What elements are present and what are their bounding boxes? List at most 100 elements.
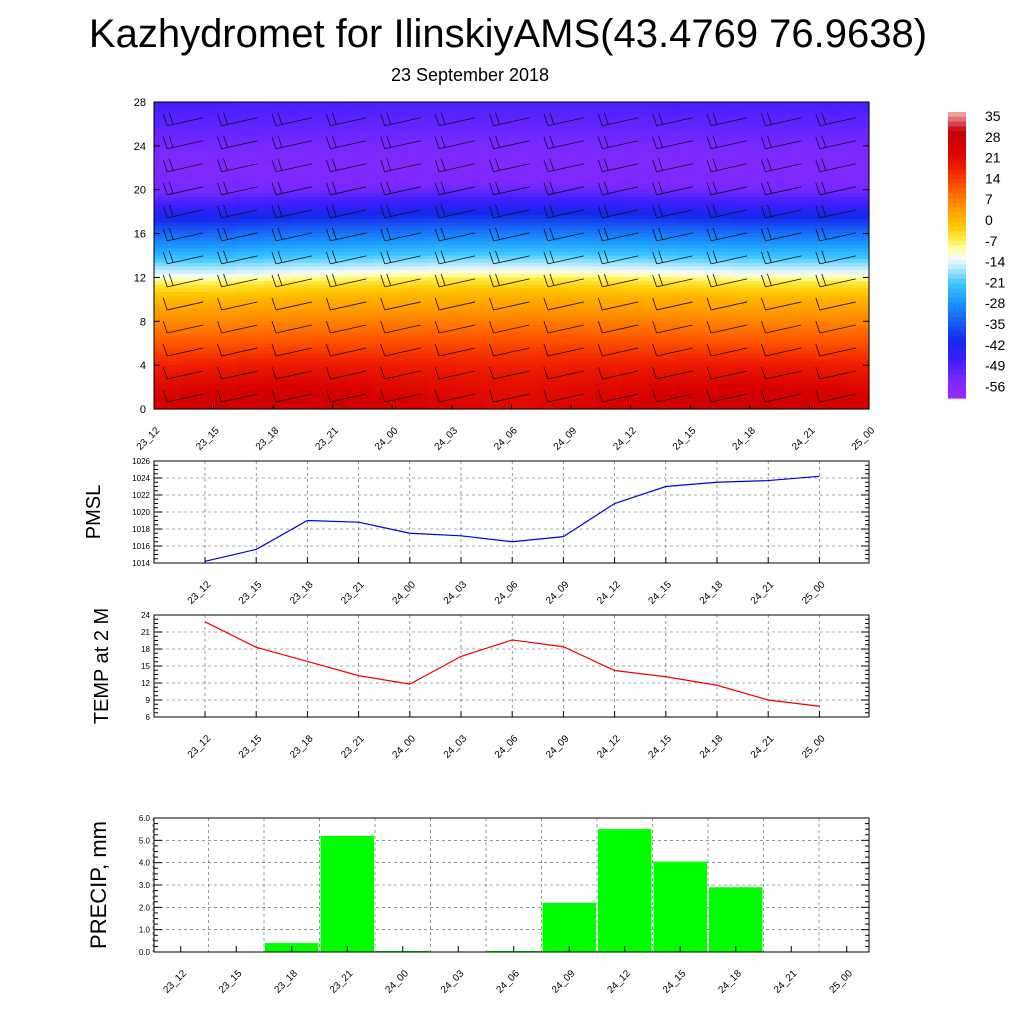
heatmap-cell bbox=[209, 171, 238, 176]
heatmap-cell bbox=[594, 233, 623, 238]
heatmap-cell bbox=[236, 317, 265, 322]
heatmap-cell bbox=[539, 313, 568, 319]
heatmap-cell bbox=[181, 229, 210, 235]
heatmap-cell bbox=[511, 405, 540, 410]
wind-barb-flag bbox=[767, 250, 772, 263]
wind-barb-flag bbox=[162, 366, 168, 380]
wind-barb-flag bbox=[652, 320, 658, 334]
heatmap-cell bbox=[236, 332, 265, 337]
heatmap-cell bbox=[786, 240, 815, 246]
heatmap-cell bbox=[291, 398, 320, 403]
heatmap-cell bbox=[814, 204, 843, 209]
heatmap-cell bbox=[429, 335, 458, 341]
heatmap-cell bbox=[594, 138, 623, 143]
heatmap-cell bbox=[511, 306, 540, 311]
heatmap-cell bbox=[594, 328, 623, 333]
heatmap-cell bbox=[649, 394, 678, 399]
heatmap-cell bbox=[181, 105, 210, 110]
heatmap-cell bbox=[401, 237, 430, 242]
heatmap-cell bbox=[401, 361, 430, 366]
wind-barb bbox=[162, 204, 204, 219]
wind-barb bbox=[761, 366, 802, 380]
heatmap-cell bbox=[841, 248, 870, 253]
heatmap-cell bbox=[759, 328, 788, 333]
heatmap-cell bbox=[594, 354, 623, 359]
wind-barb-flag bbox=[217, 159, 222, 172]
heatmap-cell bbox=[154, 244, 183, 249]
heatmap-cell bbox=[731, 105, 760, 110]
heatmap-cell bbox=[814, 266, 843, 271]
heatmap-cell bbox=[236, 218, 265, 224]
wind-barb bbox=[489, 389, 530, 403]
heatmap-cell bbox=[731, 160, 760, 165]
wind-barb-flag bbox=[495, 250, 500, 263]
heatmap-cell bbox=[621, 394, 650, 399]
heatmap-cell bbox=[841, 398, 870, 403]
heatmap-cell bbox=[566, 123, 595, 129]
wind-barb bbox=[380, 343, 421, 357]
wind-barb bbox=[434, 227, 476, 242]
wind-barb-flag bbox=[223, 181, 228, 194]
heatmap-cell bbox=[291, 346, 320, 352]
heatmap-cell bbox=[731, 379, 760, 385]
heatmap-cell bbox=[704, 233, 733, 238]
wind-barb bbox=[434, 297, 476, 311]
wind-barb bbox=[380, 366, 421, 380]
heatmap-cell bbox=[566, 251, 595, 257]
heatmap-cell bbox=[154, 145, 183, 151]
heatmap-cell bbox=[154, 350, 183, 355]
wind-barb-staff bbox=[275, 324, 313, 334]
wind-barb-flag bbox=[489, 113, 494, 126]
wind-barb-flag bbox=[652, 205, 658, 218]
heatmap-cell bbox=[539, 335, 568, 341]
heatmap-cell bbox=[429, 127, 458, 132]
wind-barb-staff bbox=[221, 347, 258, 357]
wind-barb-flag bbox=[652, 366, 658, 380]
x-tick-label: 24_12 bbox=[605, 968, 633, 996]
wind-barb-staff bbox=[330, 324, 367, 334]
heatmap-cell bbox=[236, 226, 265, 231]
wind-barb bbox=[815, 273, 856, 288]
heatmap-cell bbox=[374, 226, 403, 231]
wind-barb bbox=[271, 297, 313, 311]
heatmap-cell bbox=[511, 171, 540, 176]
heatmap-cell bbox=[704, 193, 733, 198]
heatmap-cell bbox=[209, 313, 238, 319]
heatmap-cell bbox=[346, 248, 375, 253]
heatmap-cell bbox=[759, 284, 788, 289]
wind-barb bbox=[325, 320, 367, 334]
wind-barb-flag bbox=[271, 205, 277, 218]
heatmap-cell bbox=[346, 357, 375, 363]
heatmap-cell bbox=[401, 357, 430, 363]
heatmap-cell bbox=[786, 255, 815, 260]
wind-barb bbox=[162, 181, 204, 196]
heatmap-cell bbox=[346, 226, 375, 231]
heatmap-cell bbox=[511, 102, 540, 107]
heatmap-cell bbox=[264, 142, 293, 147]
heatmap-cell bbox=[456, 357, 485, 363]
heatmap-cell bbox=[621, 288, 650, 293]
heatmap-cell bbox=[731, 116, 760, 121]
heatmap-cell bbox=[154, 313, 183, 319]
wind-barb-flag bbox=[325, 228, 331, 241]
heatmap-cell bbox=[594, 175, 623, 180]
heatmap-cell bbox=[621, 233, 650, 238]
wind-barb-flag bbox=[271, 297, 277, 311]
heatmap-cell bbox=[401, 215, 430, 220]
heatmap-cell bbox=[154, 255, 183, 260]
heatmap-cell bbox=[731, 200, 760, 205]
heatmap-cell bbox=[209, 200, 238, 205]
heatmap-cell bbox=[484, 390, 513, 395]
heatmap-cell bbox=[456, 405, 485, 410]
heatmap-cell bbox=[759, 153, 788, 158]
heatmap-cell bbox=[319, 153, 348, 158]
heatmap-cell bbox=[264, 259, 293, 264]
wind-barb-flag bbox=[821, 250, 827, 263]
wind-barb-flag bbox=[767, 227, 772, 240]
heatmap-cell bbox=[566, 200, 595, 205]
heatmap-cell bbox=[841, 299, 870, 304]
heatmap-cell bbox=[374, 109, 403, 114]
heatmap-cell bbox=[759, 229, 788, 235]
heatmap-cell bbox=[621, 156, 650, 162]
heatmap-cell bbox=[731, 273, 760, 279]
